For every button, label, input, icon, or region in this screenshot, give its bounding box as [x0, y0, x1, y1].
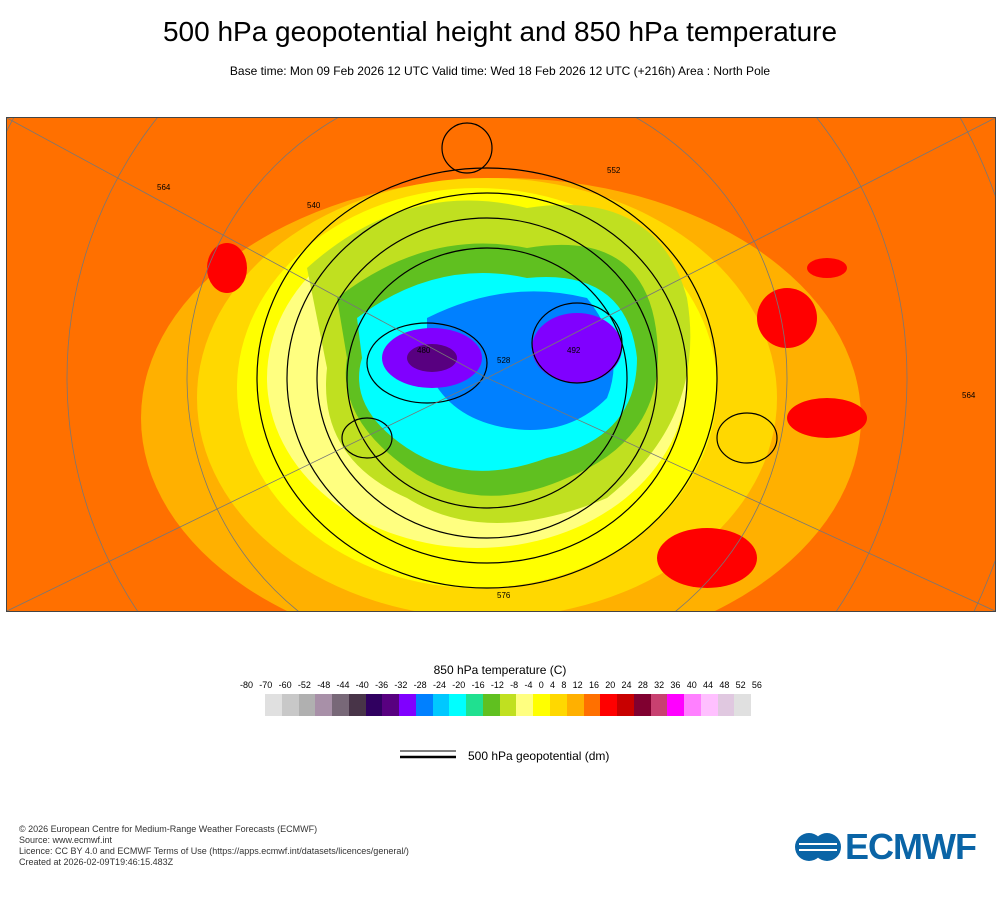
colorbar-tick-label: 20 [605, 680, 616, 690]
colorbar-tick-label: 0 [538, 680, 544, 690]
colorbar-swatch [566, 694, 584, 716]
colorbar-tick-label: 12 [572, 680, 583, 690]
cold-core-center [407, 344, 457, 372]
colorbar-swatch [650, 694, 668, 716]
colorbar-swatch [617, 694, 634, 716]
copyright: © 2026 European Centre for Medium-Range … [19, 824, 318, 834]
contour-label: 492 [567, 346, 581, 355]
colorbar-tick-label: 48 [719, 680, 730, 690]
colorbar-swatch [700, 694, 718, 716]
colorbar-swatch [516, 694, 534, 716]
colorbar-tick-label: -16 [471, 680, 485, 690]
colorbar-tick-label: 56 [751, 680, 762, 690]
colorbar-tick-label: -8 [510, 680, 519, 690]
colorbar-swatch [399, 694, 416, 716]
colorbar-tick-label: -36 [375, 680, 389, 690]
colorbar-tick-label: 36 [670, 680, 681, 690]
colorbar-swatch [583, 694, 601, 716]
cold-core-east [532, 313, 622, 383]
colorbar-swatch [449, 694, 467, 716]
graticule [7, 118, 995, 611]
geopotential-contours [256, 122, 778, 589]
contour-label: 480 [417, 346, 431, 355]
colorbar-swatch [499, 694, 517, 716]
colorbar-tick-label: -48 [317, 680, 331, 690]
colorbar-tick-label: 16 [588, 680, 599, 690]
colorbar-tick-label: -52 [297, 680, 311, 690]
contour-label: 576 [497, 591, 511, 600]
colorbar-swatch [365, 694, 383, 716]
ecmwf-logo-text: ECMWF [845, 826, 977, 867]
colorbar-tick-label: -28 [413, 680, 427, 690]
colorbar-tick-label: -4 [524, 680, 533, 690]
colorbar-swatch [466, 694, 483, 716]
colorbar-title: 850 hPa temperature (C) [433, 663, 567, 677]
colorbar-swatch [432, 694, 450, 716]
ecmwf-logo: ECMWF [795, 826, 977, 868]
colorbar-tick-label: 52 [735, 680, 746, 690]
colorbar [265, 694, 752, 716]
colorbar-swatch [533, 694, 551, 716]
colorbar-swatch [684, 694, 701, 716]
colorbar-tick-label: 4 [550, 680, 556, 690]
contour-label: 540 [307, 201, 321, 210]
colorbar-tick-label: -40 [355, 680, 369, 690]
colorbar-swatch [667, 694, 685, 716]
polar-map: 564 552 540 528 492 480 564 576 [6, 117, 996, 612]
colorbar-tick-label: -24 [432, 680, 446, 690]
colorbar-tick-label: -12 [490, 680, 504, 690]
colorbar-swatch [298, 694, 316, 716]
colorbar-tick-label: -20 [452, 680, 466, 690]
contour-label: 528 [497, 356, 511, 365]
colorbar-labels: -80 -70 -60 -52 -48 -44 -40 -36 -32 -28 -24 -20 -16-… [240, 680, 762, 690]
colorbar-tick-label: 32 [654, 680, 665, 690]
chart-subtitle: Base time: Mon 09 Feb 2026 12 UTC Valid … [229, 64, 771, 78]
colorbar-swatch [281, 694, 299, 716]
colorbar-tick-label: 40 [686, 680, 697, 690]
source: Source: www.ecmwf.int [19, 835, 113, 845]
map-canvas: 564 552 540 528 492 480 564 576 [7, 118, 995, 611]
colorbar-tick-label: 24 [621, 680, 632, 690]
colorbar-swatch [550, 694, 567, 716]
colorbar-swatch [265, 694, 282, 716]
contour-labels: 564 552 540 528 492 480 564 576 [157, 166, 976, 600]
colorbar-swatch [382, 694, 400, 716]
chart-title: 500 hPa geopotential height and 850 hPa … [162, 16, 838, 47]
colorbar-swatch [734, 694, 752, 716]
colorbar-swatch [348, 694, 366, 716]
ecmwf-logo-icon [795, 833, 841, 861]
colorbar-tick-label: -32 [394, 680, 408, 690]
created-at: Created at 2026-02-09T19:46:15.483Z [19, 857, 174, 867]
contour-label: 564 [157, 183, 171, 192]
colorbar-tick-label: -60 [278, 680, 292, 690]
contour-label: 552 [607, 166, 621, 175]
colorbar-tick-label: -44 [336, 680, 350, 690]
colorbar-tick-label: 8 [561, 680, 567, 690]
hot-spots [207, 243, 867, 588]
colorbar-swatch [717, 694, 735, 716]
colorbar-swatch [600, 694, 618, 716]
colorbar-tick-label: -70 [259, 680, 273, 690]
colorbar-swatch [482, 694, 500, 716]
colorbar-swatch [415, 694, 433, 716]
colorbar-swatch [332, 694, 349, 716]
geopotential-legend-line [400, 750, 456, 759]
colorbar-swatch [315, 694, 333, 716]
colorbar-tick-label: 44 [703, 680, 714, 690]
geopotential-legend-label: 500 hPa geopotential (dm) [468, 749, 610, 763]
footer: © 2026 European Centre for Medium-Range … [19, 824, 409, 868]
colorbar-swatch [633, 694, 651, 716]
colorbar-tick-label: -80 [240, 680, 254, 690]
contour-label: 564 [962, 391, 976, 400]
colorbar-tick-label: 28 [637, 680, 648, 690]
licence: Licence: CC BY 4.0 and ECMWF Terms of Us… [19, 846, 409, 856]
